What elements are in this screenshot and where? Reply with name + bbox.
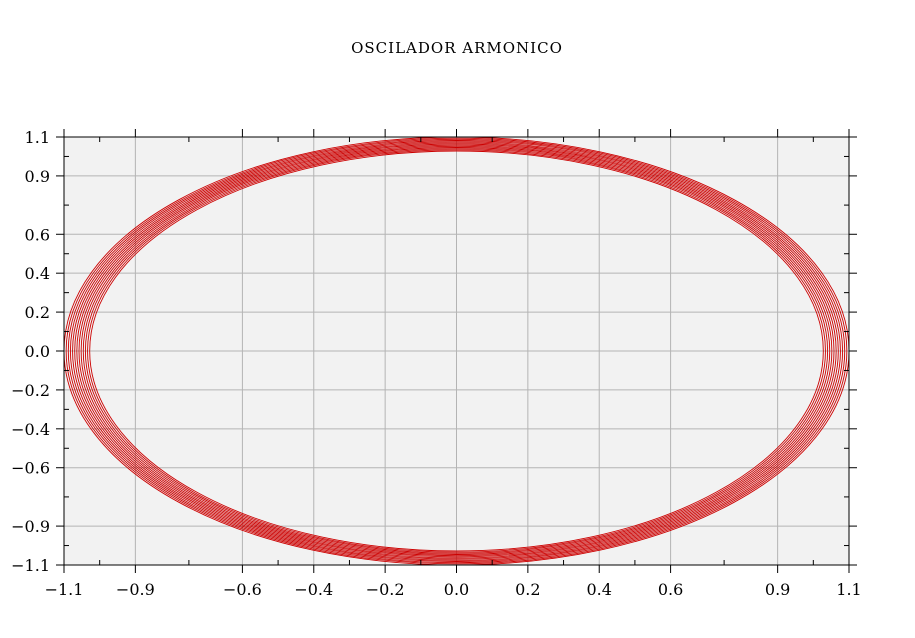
tick-labels: −1.1 −0.9 −0.6 −0.4 −0.2 0.0 0.2 0.4 0.6 0.9 1.1 −1… [11, 128, 862, 599]
orbit-curve-7 [76, 143, 837, 559]
orbit-curve-5 [72, 141, 841, 561]
orbit-curve-9 [80, 145, 833, 557]
y-tick-label: 0.6 [25, 225, 50, 244]
y-tick-label: 0.4 [25, 264, 50, 283]
y-tick-label: −0.9 [11, 517, 50, 536]
orbit-curve-10 [82, 147, 831, 555]
y-tick-label: −1.1 [11, 556, 50, 575]
grid-lines [64, 137, 849, 565]
x-tick-label: −0.2 [366, 580, 405, 599]
y-tick-label: 0.2 [25, 303, 50, 322]
axis-ticks [56, 129, 857, 573]
orbit-curve-6 [74, 142, 839, 560]
x-tick-label: −0.9 [116, 580, 155, 599]
x-tick-label: −0.6 [223, 580, 262, 599]
x-tick-label: 0.0 [444, 580, 469, 599]
y-tick-label: 0.0 [25, 342, 50, 361]
y-tick-label: 0.9 [25, 167, 50, 186]
orbit-curve-2 [65, 137, 848, 565]
x-tick-label: −1.1 [45, 580, 84, 599]
x-tick-label: 0.9 [765, 580, 790, 599]
y-tick-label: 1.1 [25, 128, 50, 147]
y-tick-label: −0.2 [11, 381, 50, 400]
orbit-curve-13 [89, 150, 824, 552]
x-tick-label: 0.4 [587, 580, 612, 599]
y-tick-label: −0.6 [11, 459, 50, 478]
orbit-curve-4 [69, 140, 844, 562]
orbit-curve-12 [87, 149, 826, 553]
orbit-curve-8 [78, 144, 835, 558]
x-tick-label: 0.6 [658, 580, 683, 599]
x-tick-label: 1.1 [836, 580, 861, 599]
orbit-curve-3 [67, 138, 846, 564]
x-tick-label: −0.4 [294, 580, 333, 599]
orbit-curve-11 [84, 148, 829, 554]
y-tick-label: −0.4 [11, 420, 50, 439]
chart-title: OSCILADOR ARMONICO [351, 39, 563, 57]
x-tick-label: 0.2 [515, 580, 540, 599]
